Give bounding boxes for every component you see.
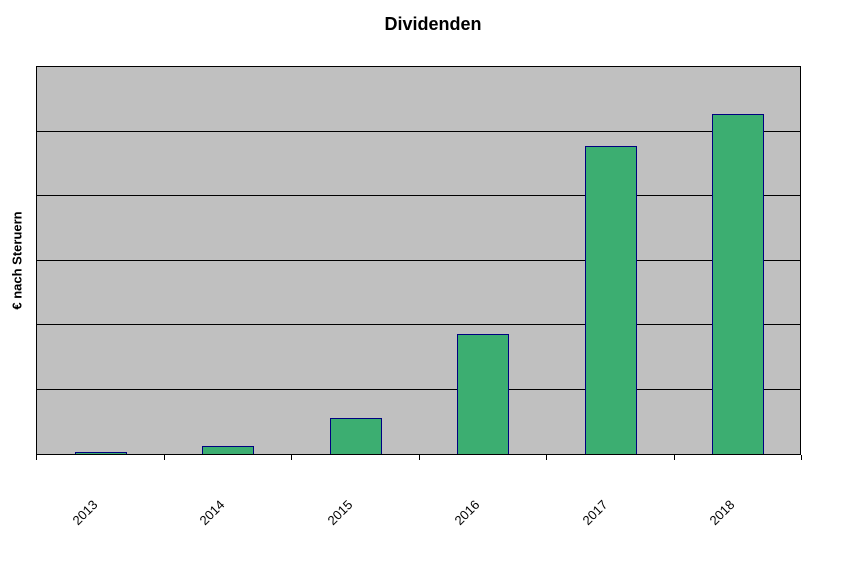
gridline	[37, 259, 800, 261]
y-axis-label-container: € nach Steruern	[0, 66, 34, 455]
x-axis-tick	[36, 455, 37, 460]
bar-2015	[329, 418, 382, 454]
gridline	[37, 324, 800, 326]
x-axis-tick	[546, 455, 547, 460]
x-tick-label-2017: 2017	[579, 496, 611, 529]
x-tick-label-2013: 2013	[69, 496, 101, 529]
gridline	[37, 130, 800, 132]
bar-2013	[74, 452, 127, 454]
x-tick-label-2016: 2016	[451, 496, 483, 529]
x-axis-tick	[674, 455, 675, 460]
x-tick-label-2018: 2018	[706, 496, 738, 529]
bar-2018	[712, 114, 765, 454]
gridline	[37, 195, 800, 197]
y-axis-label: € nach Steruern	[9, 211, 25, 310]
bar-2014	[202, 446, 255, 454]
x-axis-tick	[291, 455, 292, 460]
chart-title: Dividenden	[384, 14, 482, 34]
bar-2016	[457, 334, 510, 454]
x-axis-tick	[801, 455, 802, 460]
x-axis-tick	[164, 455, 165, 460]
x-axis-tick	[419, 455, 420, 460]
gridline	[37, 388, 800, 390]
plot-area	[36, 66, 801, 455]
x-tick-label-2014: 2014	[196, 496, 228, 529]
x-tick-label-2015: 2015	[324, 496, 356, 529]
bar-2017	[584, 146, 637, 454]
